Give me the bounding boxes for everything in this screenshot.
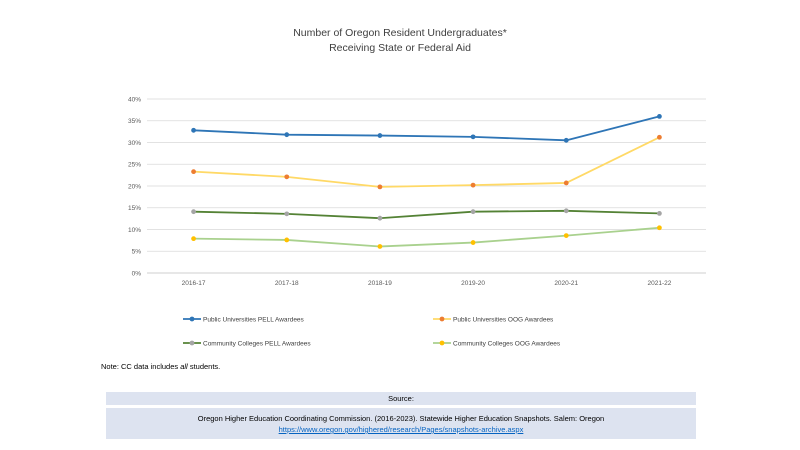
data-point: [191, 209, 196, 215]
y-tick-label: 5%: [132, 249, 142, 256]
note-prefix: Note: CC data includes: [101, 362, 181, 371]
data-point: [657, 134, 662, 140]
x-tick-label: 2016-17: [182, 280, 206, 287]
legend-label: Community Colleges OOG Awardees: [453, 340, 561, 347]
source-link[interactable]: https://www.oregon.gov/highered/research…: [278, 425, 524, 434]
data-point: [657, 211, 662, 216]
series-line: [193, 226, 660, 248]
legend-label: Community Colleges PELL Awardees: [203, 340, 311, 347]
data-point: [470, 209, 476, 215]
note-emphasis: all: [180, 362, 188, 371]
series-line: [193, 209, 660, 220]
chart-title-line-2: Receiving State or Federal Aid: [329, 42, 471, 54]
data-point: [377, 215, 383, 221]
x-tick-label: 2021-22: [647, 280, 671, 287]
y-tick-label: 25%: [128, 162, 141, 169]
data-point: [563, 137, 569, 143]
data-point: [191, 236, 196, 242]
data-point: [470, 182, 476, 188]
data-point: [563, 233, 569, 238]
data-point: [563, 180, 569, 186]
source-box: Source: Oregon Higher Education Coordina…: [106, 392, 696, 439]
data-point: [284, 132, 290, 138]
data-point: [284, 211, 290, 217]
data-point: [284, 237, 290, 243]
legend-marker: [189, 340, 195, 346]
y-tick-label: 10%: [128, 227, 141, 234]
data-point: [191, 127, 196, 133]
chart-title: Number of Oregon Resident Undergraduates…: [0, 26, 800, 56]
data-point: [377, 133, 383, 138]
chart-legend: Public Universities PELL Awardees Public …: [183, 316, 561, 347]
source-citation: Oregon Higher Education Coordinating Com…: [197, 414, 605, 423]
data-point: [284, 174, 290, 180]
series-line: [193, 115, 660, 142]
y-tick-label: 15%: [128, 205, 141, 212]
y-tick-label: 30%: [128, 140, 141, 147]
legend-marker: [439, 340, 445, 346]
y-tick-label: 0%: [132, 270, 142, 277]
line-chart: 0% 5% 10% 15% 20% 25% 30% 35% 40% 2016-17 2017-18…: [128, 96, 706, 347]
data-point: [191, 169, 196, 175]
data-point: [657, 114, 662, 119]
y-tick-label: 20%: [128, 183, 141, 190]
data-point: [563, 208, 569, 214]
series-line: [193, 136, 660, 188]
x-tick-label: 2020-21: [554, 280, 578, 287]
legend-marker: [439, 316, 445, 322]
x-axis-tick-labels: 2016-17 2017-18 2018-19 2019-20 2020-21 2021-…: [182, 280, 672, 287]
legend-label: Public Universities PELL Awardees: [203, 316, 305, 323]
x-tick-label: 2018-19: [368, 280, 392, 287]
x-tick-label: 2017-18: [275, 280, 299, 287]
x-tick-label: 2019-20: [461, 280, 485, 287]
data-point: [377, 244, 383, 249]
chart-gridlines: [147, 98, 706, 274]
data-point: [377, 184, 383, 190]
source-body: Oregon Higher Education Coordinating Com…: [106, 408, 696, 439]
chart-title-line-1: Number of Oregon Resident Undergraduates…: [293, 27, 507, 39]
y-tick-label: 40%: [128, 96, 141, 103]
source-header: Source:: [106, 392, 696, 405]
chart-series: [191, 114, 662, 249]
note-suffix: students.: [187, 362, 221, 371]
data-point: [470, 134, 476, 140]
legend-label: Public Universities OOG Awardees: [453, 316, 554, 323]
data-point: [470, 240, 476, 245]
data-point: [657, 225, 662, 231]
y-axis-tick-labels: 0% 5% 10% 15% 20% 25% 30% 35% 40%: [128, 96, 141, 277]
legend-marker: [189, 316, 195, 322]
note-text: Note: CC data includes all students.: [101, 362, 220, 371]
y-tick-label: 35%: [128, 118, 141, 125]
